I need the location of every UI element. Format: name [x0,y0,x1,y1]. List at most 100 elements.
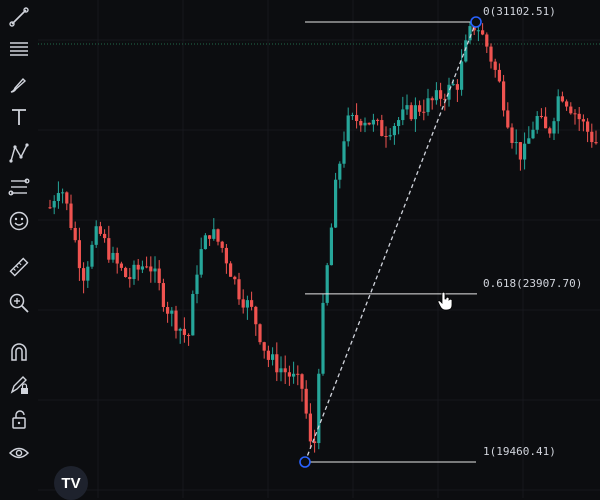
candle-body [430,98,434,101]
candle-body [346,115,350,142]
candle-body [439,90,443,99]
candle-body [203,235,207,250]
fib-tools-icon[interactable] [4,172,34,202]
brush-icon[interactable] [4,70,34,100]
candle-body [405,105,409,110]
candle-body [590,131,594,143]
candle-body [447,84,451,100]
candle-body [296,373,300,375]
candle-body [115,252,119,264]
candle-body [161,283,165,308]
candle-body [208,235,212,239]
candle-body [443,98,447,100]
hand-cursor-icon [437,291,453,311]
text-icon[interactable] [4,102,34,132]
candle-body [468,26,472,41]
candle-body [52,201,56,208]
candle-body [220,241,224,248]
horizontal-lines-icon[interactable] [4,34,34,64]
candle-body [367,122,371,125]
candle-body [594,142,598,144]
candle-body [77,240,81,269]
candle-body [90,244,94,267]
candle-body [371,119,375,125]
tradingview-logo[interactable]: TV [54,466,88,500]
candle-body [237,279,241,300]
candle-body [283,368,287,373]
candle-body [229,263,233,277]
candle-body [287,372,291,377]
drawing-toolbar [0,0,38,498]
candle-body [254,306,258,325]
candle-body [65,192,69,204]
candle-body [73,227,77,241]
candle-body [451,84,455,86]
candle-body [518,142,522,160]
candle-body [544,116,548,129]
candle-body [191,293,195,336]
unlock-icon[interactable] [4,404,34,434]
candle-body [275,354,279,373]
candle-body [523,143,527,160]
candle-body [464,40,468,62]
candle-body [216,229,220,242]
candle-body [98,226,102,234]
candle-body [355,115,359,121]
candle-body [61,192,65,194]
candle-body [586,121,590,132]
candle-body [241,299,245,308]
candle-body [258,324,262,343]
candle-body [497,69,501,82]
candle-body [502,81,506,111]
candle-body [422,111,426,113]
candle-body [233,276,237,280]
candle-body [556,96,560,122]
fib-level-0618-label: 0.618(23907.70) [483,276,583,290]
emoji-icon[interactable] [4,206,34,236]
candle-body [119,263,123,268]
candle-body [187,334,191,336]
fib-level-0-label: 0(31102.51) [483,5,556,18]
candle-body [292,373,296,377]
price-chart[interactable] [38,0,600,498]
candle-body [313,441,317,444]
candle-body [434,90,438,101]
candle-body [262,342,266,351]
lock-drawings-icon[interactable] [4,370,34,400]
candle-body [304,388,308,414]
candle-body [266,350,270,360]
candle-body [128,277,132,280]
eye-icon[interactable] [4,438,34,468]
candle-body [376,119,380,121]
candle-body [136,264,140,270]
fib-trend-line[interactable] [304,21,477,463]
candle-body [308,413,312,442]
candle-body [514,142,518,144]
candle-body [103,233,107,239]
candle-body [338,163,342,180]
candle-body [359,120,363,126]
zoom-icon[interactable] [4,288,34,318]
candle-body [506,110,510,128]
ruler-icon[interactable] [4,252,34,282]
candle-body [107,238,111,260]
candle-body [573,113,577,115]
fib-anchor-bottom-handle[interactable] [299,456,311,468]
trend-line-icon[interactable] [4,2,34,32]
candle-body [56,193,60,202]
candle-body [363,122,367,126]
magnet-icon[interactable] [4,336,34,366]
candle-body [413,105,417,120]
candle-body [170,310,174,314]
candle-body [317,373,321,444]
candle-body [342,141,346,164]
fib-anchor-top-handle[interactable] [470,16,482,28]
candle-body [397,120,401,127]
chart-canvas[interactable] [38,0,600,498]
candle-body [145,266,149,268]
candle-body [481,30,485,35]
candle-body [82,268,86,281]
candle-body [527,138,531,144]
candle-body [245,300,249,308]
pattern-icon[interactable] [4,138,34,168]
